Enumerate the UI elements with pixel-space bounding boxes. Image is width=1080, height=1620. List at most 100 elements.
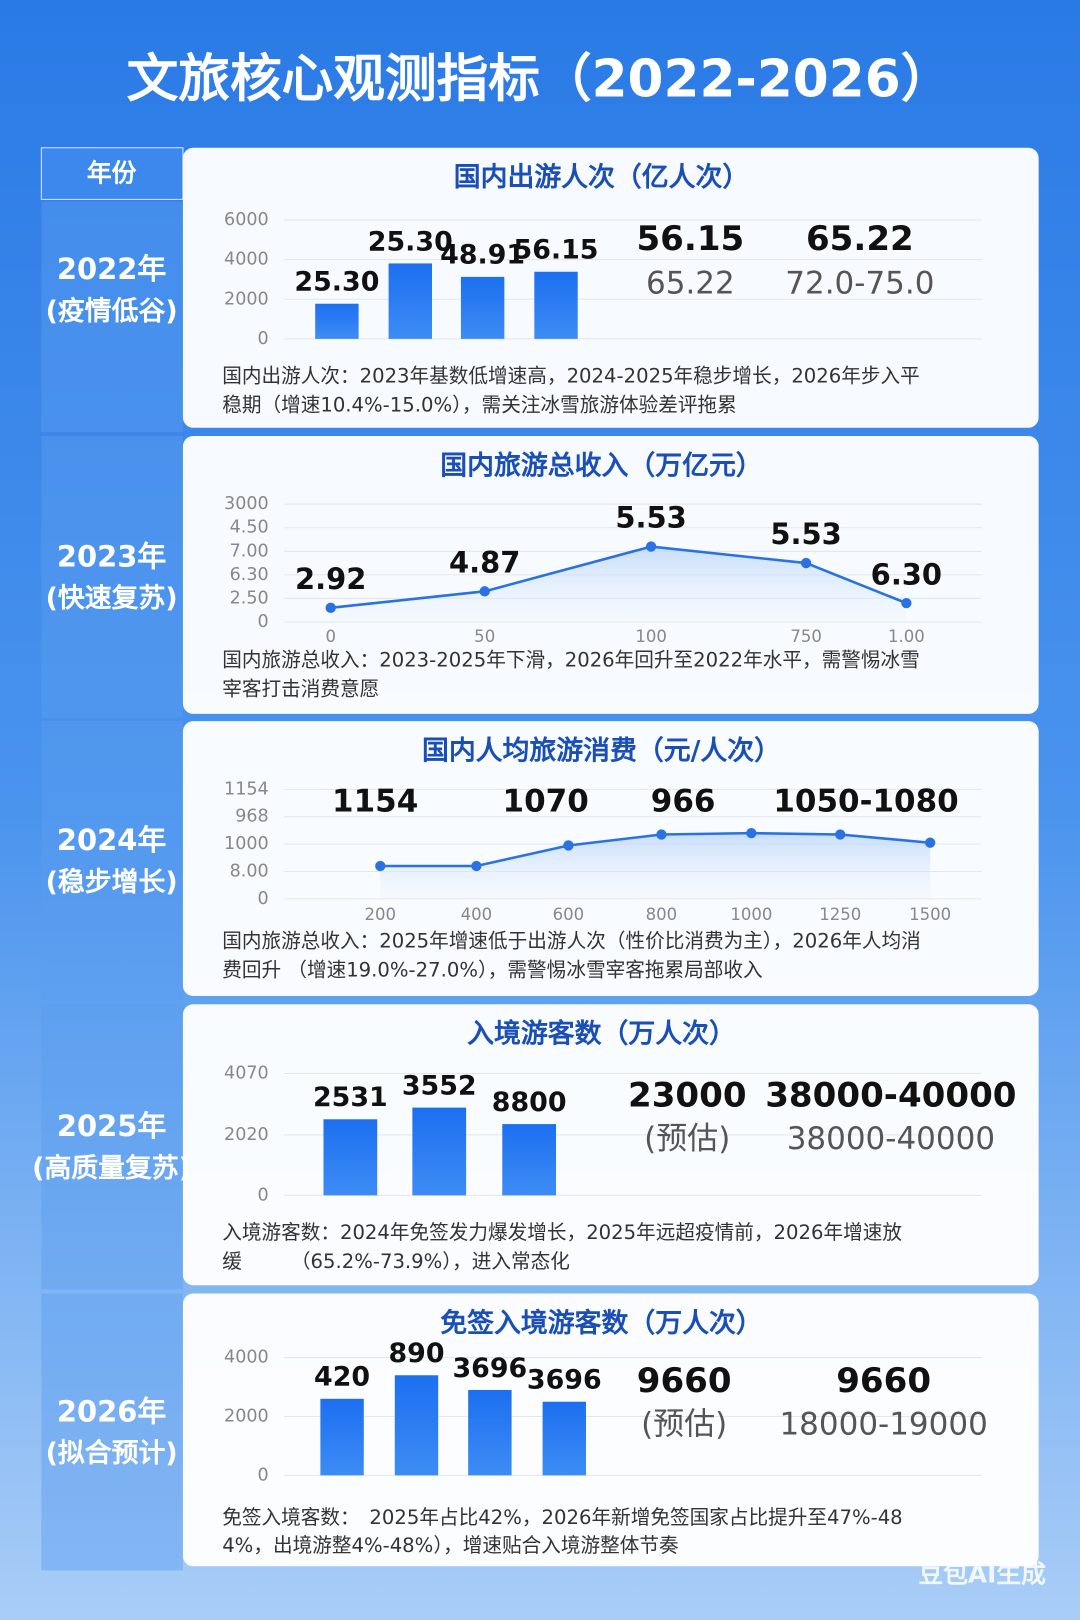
y-tick-label: 6000	[224, 210, 269, 230]
note-line: 费回升 （增速19.0%-27.0%），需警惕冰雪宰客拖累局部收入	[222, 959, 762, 982]
panel-title: 国内旅游总收入（万亿元）	[440, 449, 762, 481]
bar	[388, 263, 432, 339]
point	[800, 557, 812, 569]
bar-label: 25.30	[368, 226, 453, 257]
figure-bottom: 65.22	[646, 266, 735, 302]
bar-label: 56.15	[514, 235, 599, 266]
x-tick-label: 100	[635, 627, 667, 646]
year-sub: (疫情低谷)	[46, 295, 178, 327]
y-tick-label: 3000	[224, 494, 269, 514]
point-label: 5.53	[770, 517, 841, 551]
panel	[182, 147, 1039, 428]
y-tick-label: 0	[258, 612, 269, 632]
point	[479, 586, 490, 597]
y-tick-label: 1000	[224, 834, 269, 854]
bar-label: 25.30	[294, 267, 379, 298]
figure-bottom: 72.0-75.0	[785, 266, 934, 302]
bar	[542, 1401, 586, 1476]
bar-label: 3696	[527, 1365, 602, 1396]
year-cell	[41, 201, 183, 432]
line-area	[380, 833, 931, 899]
bar-label: 420	[314, 1362, 370, 1393]
point	[325, 602, 336, 613]
panel	[182, 1004, 1039, 1286]
figure-top: 38000-40000	[765, 1076, 1016, 1116]
year-cell	[41, 721, 183, 1001]
point-label: 6.30	[871, 557, 942, 591]
y-tick-label: 968	[235, 807, 269, 827]
y-tick-label: 4.50	[230, 518, 269, 538]
x-tick-label: 200	[365, 905, 397, 924]
y-tick-label: 6.30	[230, 565, 269, 585]
bar-label: 890	[388, 1338, 444, 1369]
point	[924, 837, 936, 848]
x-tick-label: 800	[646, 905, 678, 924]
figure-top: 9660	[637, 1361, 732, 1401]
year-sub: (高质量复苏)	[32, 1152, 191, 1184]
figure-bottom: 38000-40000	[787, 1121, 995, 1157]
x-tick-label: 1.00	[888, 627, 925, 646]
header-text: 年份	[87, 159, 137, 188]
bar-label: 2531	[313, 1082, 388, 1113]
year-label: 2023年	[57, 539, 167, 573]
point	[746, 827, 757, 839]
row-label: 1070	[503, 783, 589, 819]
panel-title: 国内出游人次（亿人次）	[454, 162, 750, 193]
y-tick-label: 8.00	[230, 861, 269, 881]
bar	[502, 1124, 557, 1196]
point	[563, 840, 574, 851]
year-label: 2025年	[57, 1109, 167, 1143]
y-tick-label: 1154	[224, 779, 269, 799]
row-label: 1050-1080	[773, 783, 958, 819]
note-line: 宰客打击消费意愿	[222, 678, 379, 701]
figure-bottom: (预估)	[641, 1406, 727, 1442]
figure-top: 23000	[628, 1076, 747, 1116]
point-label: 4.87	[449, 545, 520, 579]
panel-title: 免签入境游客数（万人次）	[440, 1307, 762, 1339]
point-label: 5.53	[615, 501, 686, 535]
y-tick-label: 4070	[224, 1063, 269, 1083]
y-tick-label: 4000	[224, 1348, 269, 1368]
y-tick-label: 2000	[224, 289, 269, 309]
note-line: 缓 （65.2%-73.9%），进入常态化	[222, 1250, 570, 1273]
point	[901, 597, 912, 609]
y-tick-label: 0	[258, 889, 269, 909]
x-tick-label: 400	[461, 905, 493, 924]
bar	[315, 303, 359, 339]
x-tick-label: 1500	[909, 905, 951, 924]
figure-top: 65.22	[806, 219, 914, 259]
year-cell	[41, 1293, 183, 1571]
y-tick-label: 2000	[224, 1406, 269, 1426]
row-label: 1154	[332, 783, 418, 819]
line-area	[330, 546, 907, 622]
note-line: 国内出游人次：2023年基数低增速高，2024-2025年稳步增长，2026年步…	[222, 365, 920, 388]
y-tick-label: 4000	[224, 250, 269, 270]
x-tick-label: 1250	[819, 905, 861, 924]
header-cell	[40, 147, 184, 200]
note-line: 国内旅游总收入：2023-2025年下滑，2026年回升至2022年水平，需警惕…	[222, 649, 920, 672]
row-label: 966	[651, 783, 716, 819]
panel	[182, 1293, 1039, 1567]
year-sub: (稳步增长)	[46, 866, 178, 898]
page-title: 文旅核心观测指标（2022-2026）	[127, 50, 953, 110]
x-tick-label: 1000	[730, 905, 772, 924]
bar	[534, 271, 578, 339]
y-tick-label: 2020	[224, 1125, 269, 1145]
point	[835, 829, 846, 840]
point	[471, 860, 482, 872]
figure-bottom: (预估)	[644, 1121, 730, 1157]
note-line: 入境游客数：2024年免签发力爆发增长，2025年远超疫情前，2026年增速放	[222, 1221, 902, 1244]
bar-label: 3696	[452, 1353, 527, 1384]
x-tick-label: 600	[553, 905, 585, 924]
bar	[394, 1375, 439, 1476]
year-label: 2024年	[57, 823, 167, 857]
year-sub: (拟合预计)	[46, 1437, 178, 1469]
bar	[320, 1398, 364, 1476]
year-cell	[41, 435, 183, 719]
note-line: 国内旅游总收入：2025年增速低于出游人次（性价比消费为主），2026年人均消	[222, 930, 921, 953]
y-tick-label: 0	[258, 1185, 269, 1205]
bar	[412, 1107, 467, 1196]
year-sub: (快速复苏)	[46, 583, 178, 614]
figure-bottom: 18000-19000	[779, 1406, 987, 1442]
